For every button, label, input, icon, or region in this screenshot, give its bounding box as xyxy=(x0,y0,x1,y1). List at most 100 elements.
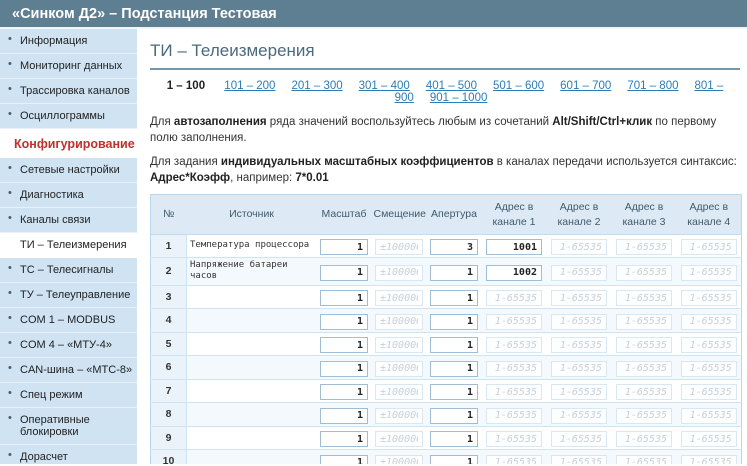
address3-input[interactable] xyxy=(616,431,672,448)
address3-input[interactable] xyxy=(616,313,672,330)
scale-input[interactable] xyxy=(320,454,368,464)
scale-input[interactable] xyxy=(320,337,368,354)
offset-input[interactable] xyxy=(375,454,423,464)
address1-input[interactable] xyxy=(486,454,542,464)
sidebar-item-сетевые-настройки[interactable]: • Сетевые настройки xyxy=(0,158,137,183)
address4-input[interactable] xyxy=(680,290,737,307)
pagination-link[interactable]: 401 – 500 xyxy=(425,80,477,92)
aperture-input[interactable] xyxy=(430,407,478,424)
address1-input[interactable] xyxy=(486,384,542,401)
address4-input[interactable] xyxy=(680,360,737,377)
offset-input[interactable] xyxy=(375,431,423,448)
sidebar-item-информация[interactable]: • Информация xyxy=(0,29,137,54)
address4-input[interactable] xyxy=(680,454,737,464)
aperture-input[interactable] xyxy=(430,290,478,307)
scale-input[interactable] xyxy=(320,407,368,424)
address4-input[interactable] xyxy=(680,239,737,256)
address3-input[interactable] xyxy=(616,337,672,354)
sidebar-item-can-шина-мтс-8-[interactable]: • CAN-шина – «МТС-8» xyxy=(0,358,137,383)
address2-input[interactable] xyxy=(551,239,607,256)
offset-input[interactable] xyxy=(375,290,423,307)
address2-input[interactable] xyxy=(551,454,607,464)
scale-input[interactable] xyxy=(320,431,368,448)
sidebar-item-осциллограммы[interactable]: • Осциллограммы xyxy=(0,104,137,129)
address2-input[interactable] xyxy=(551,407,607,424)
address4-input[interactable] xyxy=(680,313,737,330)
pagination-link[interactable]: 701 – 800 xyxy=(627,80,679,92)
address1-input[interactable] xyxy=(486,290,542,307)
aperture-input[interactable] xyxy=(430,454,478,464)
cell-address2 xyxy=(546,332,612,357)
aperture-input[interactable] xyxy=(430,313,478,330)
address1-input[interactable] xyxy=(486,239,542,256)
cell-scale xyxy=(316,449,372,464)
address2-input[interactable] xyxy=(551,313,607,330)
address2-input[interactable] xyxy=(551,360,607,377)
aperture-input[interactable] xyxy=(430,264,478,281)
pagination-link[interactable]: 201 – 300 xyxy=(291,80,343,92)
sidebar-item-диагностика[interactable]: • Диагностика xyxy=(0,183,137,208)
aperture-input[interactable] xyxy=(430,360,478,377)
sidebar-item-дорасчет[interactable]: • Дорасчет xyxy=(0,445,137,464)
address3-input[interactable] xyxy=(616,290,672,307)
address1-input[interactable] xyxy=(486,431,542,448)
pagination-link[interactable]: 501 – 600 xyxy=(492,80,545,92)
aperture-input[interactable] xyxy=(430,337,478,354)
address3-input[interactable] xyxy=(616,239,672,256)
sidebar-item-com-4-мту-4-[interactable]: • COM 4 – «МТУ-4» xyxy=(0,333,137,358)
offset-input[interactable] xyxy=(375,239,423,256)
aperture-input[interactable] xyxy=(430,239,478,256)
sidebar-item-label: ТИ – Телеизмерения xyxy=(20,239,127,251)
sidebar-item-каналы-связи[interactable]: • Каналы связи xyxy=(0,208,137,233)
sidebar-item-тс-телесигналы[interactable]: • ТС – Телесигналы xyxy=(0,258,137,283)
pagination-link[interactable]: 301 – 400 xyxy=(358,80,410,92)
sidebar-item-ту-телеуправление[interactable]: • ТУ – Телеуправление xyxy=(0,283,137,308)
sidebar-item-оперативные-блокировки[interactable]: • Оперативные блокировки xyxy=(0,408,137,445)
sidebar-item-мониторинг-данных[interactable]: • Мониторинг данных xyxy=(0,54,137,79)
scale-input[interactable] xyxy=(320,239,368,256)
address3-input[interactable] xyxy=(616,360,672,377)
pagination-link[interactable]: 601 – 700 xyxy=(560,80,612,92)
offset-input[interactable] xyxy=(375,264,423,281)
pagination-link[interactable]: 801 – 900 xyxy=(394,80,724,104)
sidebar-section-header: Конфигурирование xyxy=(0,129,137,158)
address4-input[interactable] xyxy=(680,384,737,401)
address4-input[interactable] xyxy=(680,407,737,424)
address2-input[interactable] xyxy=(551,337,607,354)
offset-input[interactable] xyxy=(375,407,423,424)
address3-input[interactable] xyxy=(616,454,672,464)
address3-input[interactable] xyxy=(616,384,672,401)
address3-input[interactable] xyxy=(616,407,672,424)
offset-input[interactable] xyxy=(375,337,423,354)
offset-input[interactable] xyxy=(375,384,423,401)
sidebar-item-com-1-modbus[interactable]: • COM 1 – MODBUS xyxy=(0,308,137,333)
address1-input[interactable] xyxy=(486,264,542,281)
scale-input[interactable] xyxy=(320,264,368,281)
address1-input[interactable] xyxy=(486,337,542,354)
address2-input[interactable] xyxy=(551,264,607,281)
address3-input[interactable] xyxy=(616,264,672,281)
address4-input[interactable] xyxy=(680,264,737,281)
scale-input[interactable] xyxy=(320,290,368,307)
pagination-link[interactable]: 901 – 1000 xyxy=(429,92,488,104)
pagination-link[interactable]: 101 – 200 xyxy=(224,80,276,92)
address1-input[interactable] xyxy=(486,360,542,377)
address2-input[interactable] xyxy=(551,384,607,401)
aperture-input[interactable] xyxy=(430,384,478,401)
address2-input[interactable] xyxy=(551,431,607,448)
address4-input[interactable] xyxy=(680,431,737,448)
aperture-input[interactable] xyxy=(430,431,478,448)
scale-input[interactable] xyxy=(320,313,368,330)
sidebar-item-трассировка-каналов[interactable]: • Трассировка каналов xyxy=(0,79,137,104)
scale-input[interactable] xyxy=(320,360,368,377)
offset-input[interactable] xyxy=(375,313,423,330)
address4-input[interactable] xyxy=(680,337,737,354)
offset-input[interactable] xyxy=(375,360,423,377)
address1-input[interactable] xyxy=(486,407,542,424)
address2-input[interactable] xyxy=(551,290,607,307)
scale-input[interactable] xyxy=(320,384,368,401)
sidebar-item-ти-телеизмерения[interactable]: ТИ – Телеизмерения xyxy=(0,233,137,258)
sidebar-item-спец-режим[interactable]: • Спец режим xyxy=(0,383,137,408)
sidebar-item-label: Трассировка каналов xyxy=(20,85,130,97)
address1-input[interactable] xyxy=(486,313,542,330)
